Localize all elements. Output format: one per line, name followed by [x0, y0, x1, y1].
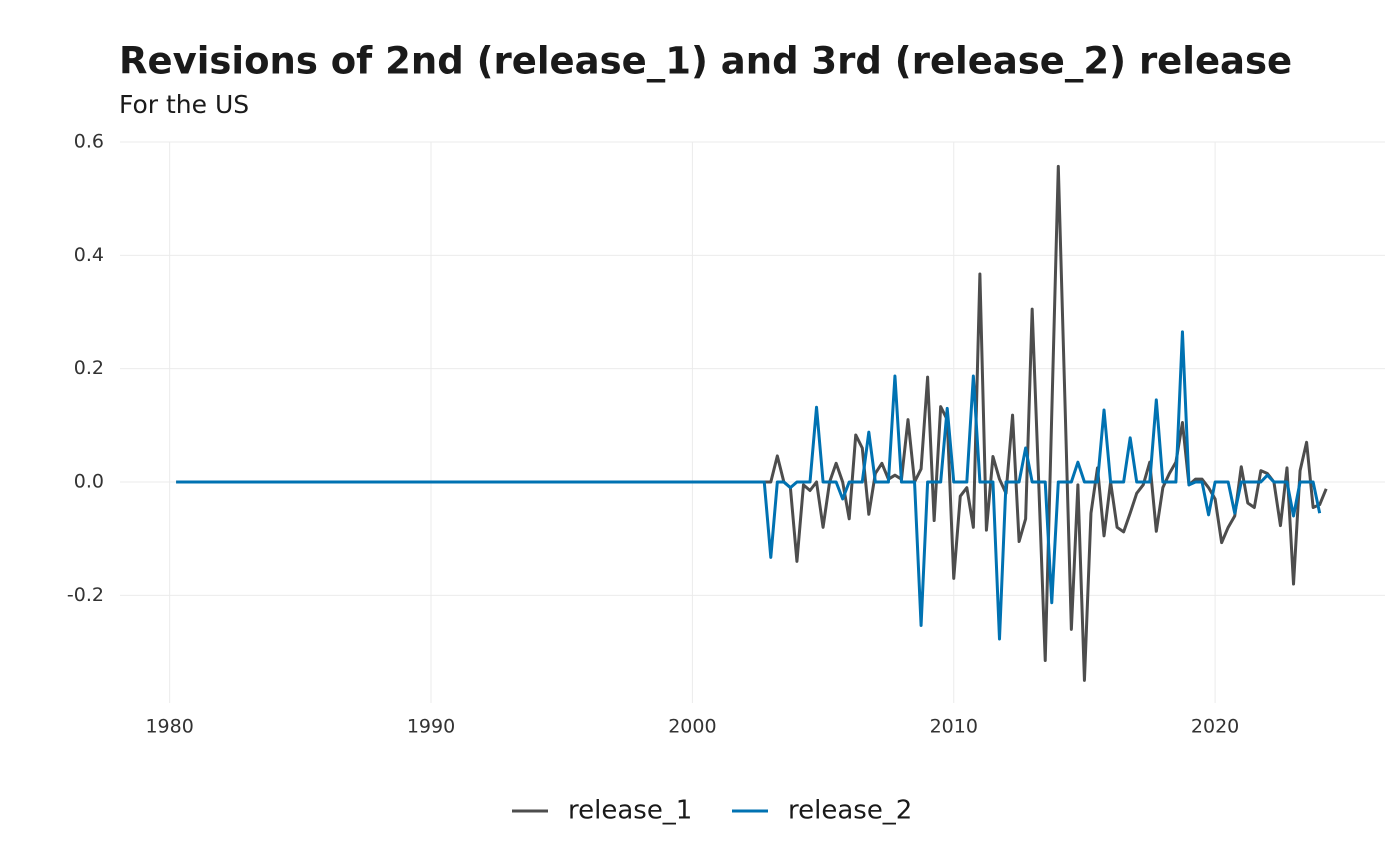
legend: release_1 release_2 — [512, 796, 912, 826]
x-tick-label: 1990 — [407, 716, 455, 738]
chart-subtitle: For the US — [119, 90, 249, 119]
series-line — [176, 164, 1328, 682]
y-tick-label: 0.4 — [74, 244, 104, 266]
y-tick-label: 0.0 — [74, 471, 104, 493]
chart-title: Revisions of 2nd (release_1) and 3rd (re… — [119, 40, 1292, 83]
y-tick-label: 0.6 — [74, 131, 104, 153]
series-line — [176, 330, 1322, 641]
x-tick-label: 1980 — [145, 716, 193, 738]
x-tick-label: 2010 — [930, 716, 978, 738]
grid: -0.2 0.0 0.2 0.4 0.6 1980 1990 2000 2010 2020 — [67, 131, 1385, 738]
x-tick-label: 2020 — [1191, 716, 1239, 738]
y-tick-label: -0.2 — [67, 584, 104, 606]
lines — [176, 164, 1328, 682]
legend-label: release_1 — [568, 796, 692, 826]
y-tick-label: 0.2 — [74, 357, 104, 379]
x-tick-label: 2000 — [668, 716, 716, 738]
legend-label: release_2 — [788, 796, 912, 826]
